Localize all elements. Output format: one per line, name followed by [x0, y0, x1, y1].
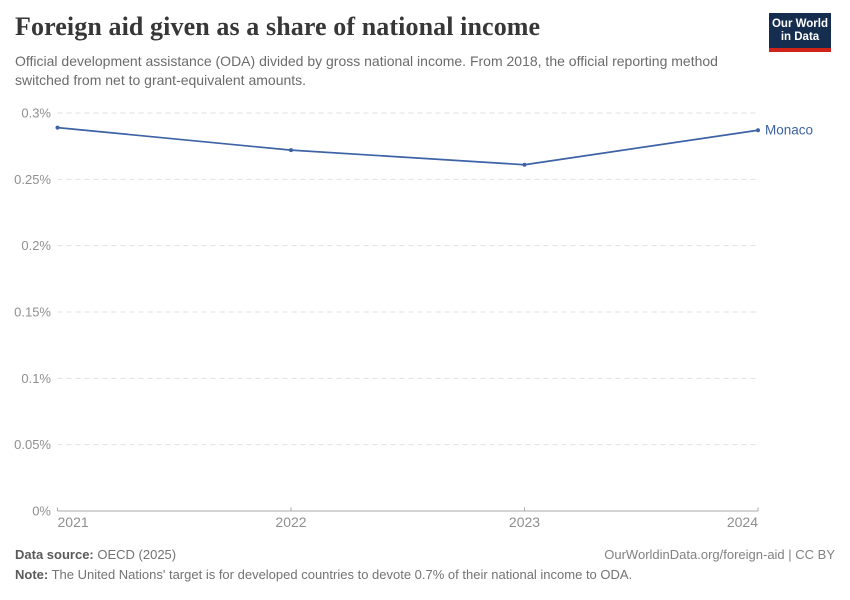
series-line [57, 126, 759, 166]
data-point [522, 162, 527, 167]
series-end-label: Monaco [765, 123, 813, 138]
data-point [55, 125, 60, 130]
owid-logo-line1: Our World [771, 17, 828, 30]
y-tick-label: 0.3% [21, 106, 51, 121]
line-chart: 0% 0.05% 0.1% 0.15% 0.2% 0.25% 0.3% 2021 2022 202… [14, 106, 813, 531]
data-point [756, 128, 760, 133]
y-tick-label: 0% [32, 504, 51, 519]
owid-logo: Our World in Data [769, 13, 831, 52]
data-source-line: Data source: OECD (2025) [15, 547, 176, 562]
y-tick-label: 0.1% [21, 371, 51, 386]
chart-subtitle: Official development assistance (ODA) di… [15, 53, 718, 88]
x-tick-label: 2021 [58, 514, 89, 530]
note-line: Note: The United Nations' target is for … [15, 567, 632, 582]
credit-link[interactable]: OurWorldinData.org/foreign-aid | CC BY [604, 547, 835, 562]
y-tick-label: 0.25% [14, 172, 51, 187]
x-tick-label: 2022 [275, 514, 306, 530]
y-tick-label: 0.05% [14, 437, 51, 452]
data-source-value: OECD (2025) [93, 547, 177, 562]
page-title: Foreign aid given as a share of national… [15, 12, 541, 41]
owid-logo-line2: in Data [780, 30, 820, 43]
data-point [289, 148, 293, 153]
x-tick-label: 2024 [727, 514, 758, 530]
data-source-label: Data source: [15, 547, 94, 562]
y-tick-label: 0.2% [21, 238, 51, 253]
y-tick-label: 0.15% [14, 305, 51, 320]
note-label: Note: [15, 567, 49, 582]
x-tick-label: 2023 [509, 514, 540, 530]
note-value: The United Nations' target is for develo… [48, 567, 633, 582]
